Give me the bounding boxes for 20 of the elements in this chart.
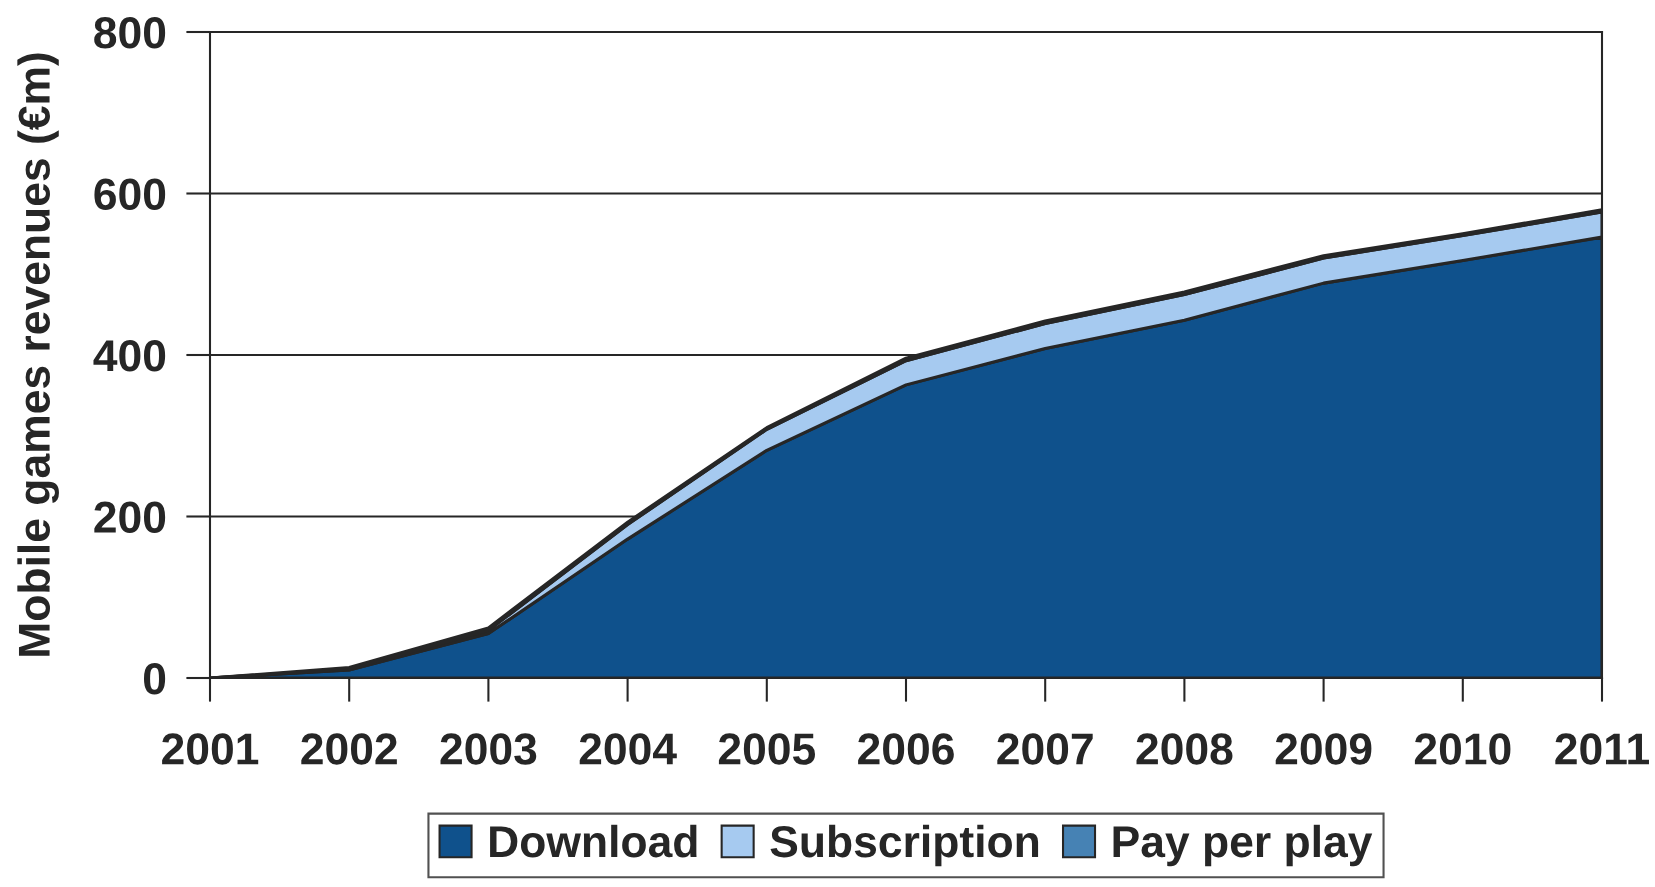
x-tick-label: 2004	[579, 733, 677, 765]
x-tick-label: 2007	[997, 733, 1093, 765]
y-axis-title: Mobile games revenues (€m)	[17, 53, 59, 656]
x-tick-label: 2003	[440, 733, 537, 765]
x-tick-label: 2009	[1275, 733, 1372, 765]
legend-label: Subscription	[770, 824, 1039, 867]
y-tick-label: 0	[143, 663, 166, 695]
legend-label: Pay per play	[1113, 824, 1373, 867]
x-tick-label: 2006	[858, 733, 954, 765]
y-tick-label: 200	[94, 501, 166, 534]
legend-label: Download	[490, 824, 697, 858]
x-tick-label: 2011	[1555, 733, 1649, 765]
x-tick-label: 2002	[301, 733, 397, 765]
x-tick-label: 2001	[162, 733, 259, 765]
y-tick-label: 600	[94, 178, 166, 211]
y-tick-label: 400	[93, 340, 166, 372]
y-tick-label: 800	[94, 17, 166, 49]
x-tick-label: 2010	[1414, 733, 1511, 765]
x-tick-label: 2008	[1136, 733, 1233, 765]
x-tick-label: 2005	[718, 733, 815, 765]
